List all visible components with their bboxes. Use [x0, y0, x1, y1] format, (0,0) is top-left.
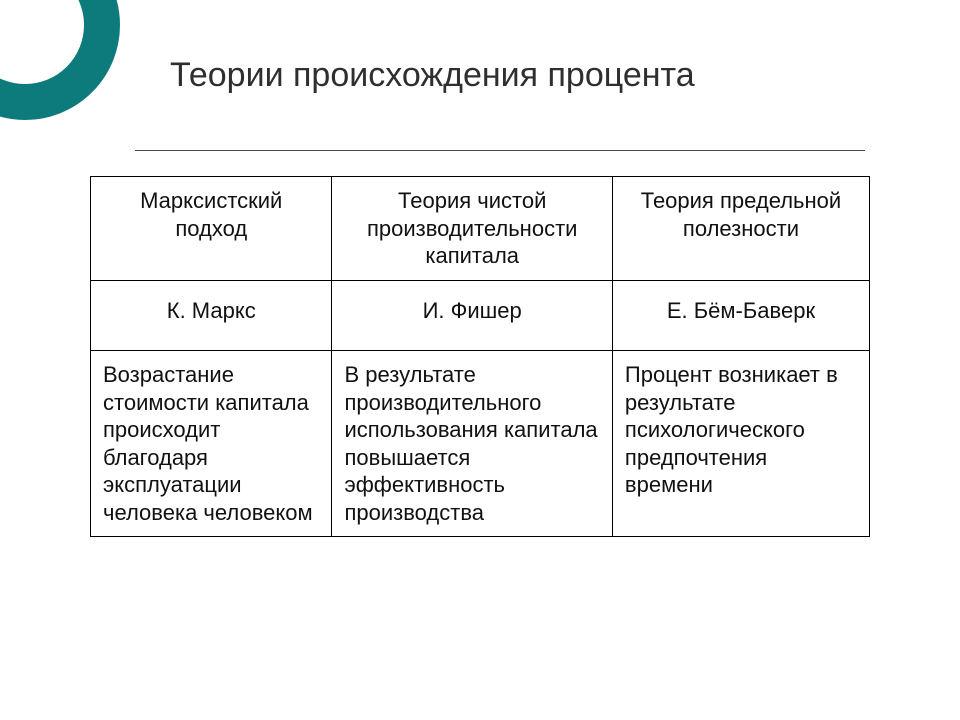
theory-name-cell: Теория предельной полезности — [612, 177, 869, 281]
table-row: К. Маркс И. Фишер Е. Бём-Баверк — [91, 280, 870, 351]
theory-name-cell: Теория чистой производительности капитал… — [332, 177, 612, 281]
slide-title: Теории происхождения процента — [170, 56, 900, 95]
theories-table: Марксистский подход Теория чистой произв… — [90, 176, 870, 537]
decorative-ring — [0, 0, 120, 120]
title-underline — [135, 150, 865, 151]
table-row: Возрастание стоимости капитала происходи… — [91, 351, 870, 537]
description-cell: Процент возникает в результате психологи… — [612, 351, 869, 537]
description-cell: В результате производительного использов… — [332, 351, 612, 537]
description-cell: Возрастание стоимости капитала происходи… — [91, 351, 332, 537]
author-cell: И. Фишер — [332, 280, 612, 351]
table-row: Марксистский подход Теория чистой произв… — [91, 177, 870, 281]
author-cell: К. Маркс — [91, 280, 332, 351]
author-cell: Е. Бём-Баверк — [612, 280, 869, 351]
theory-name-cell: Марксистский подход — [91, 177, 332, 281]
